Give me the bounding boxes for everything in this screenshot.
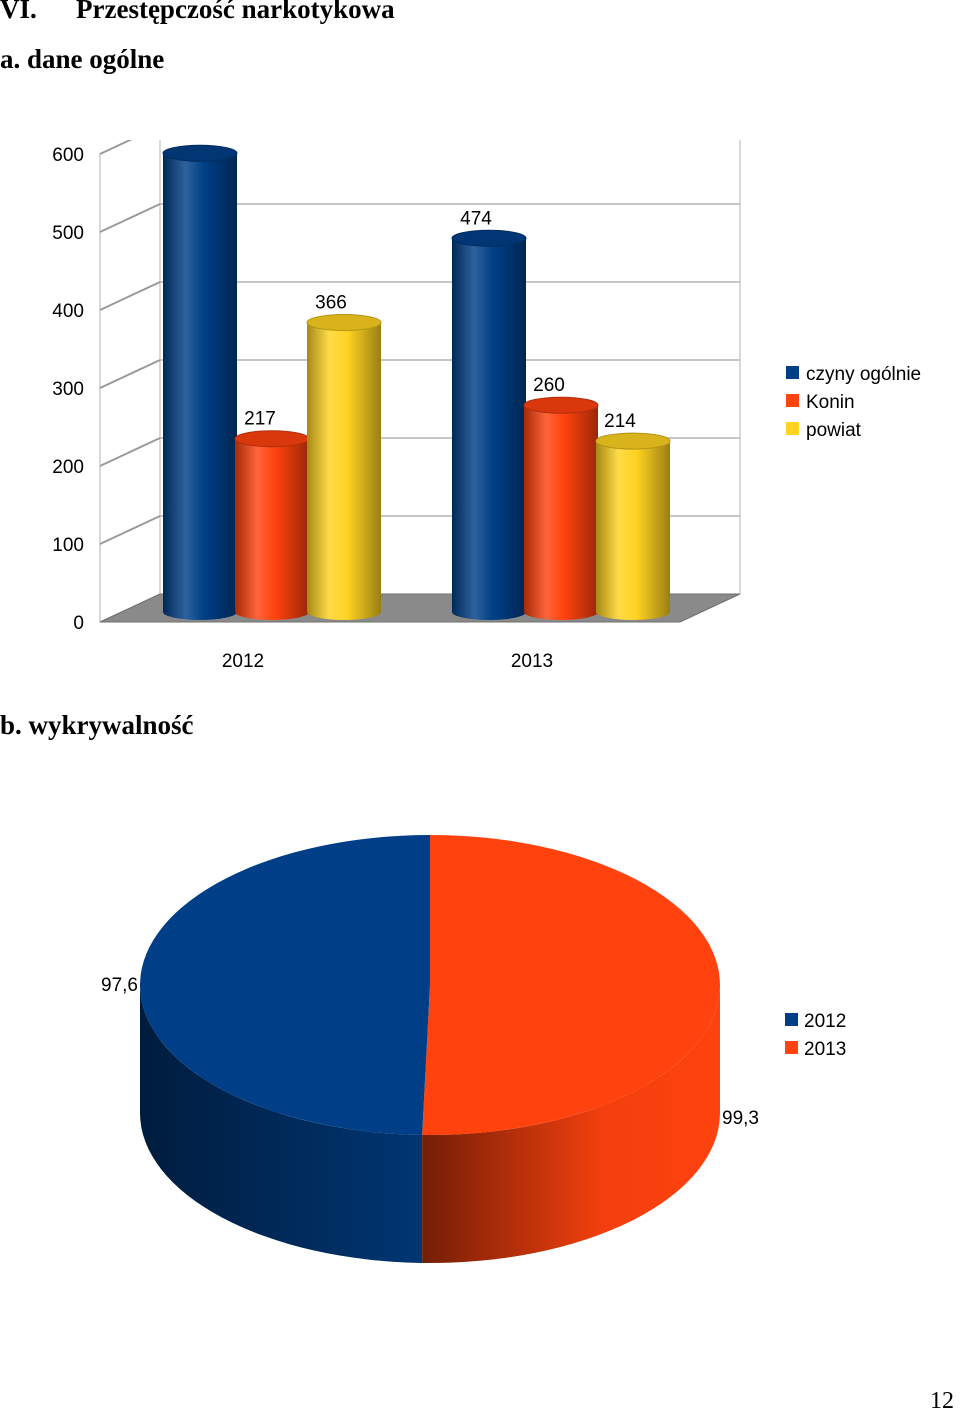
- legend-swatch: [786, 422, 799, 435]
- bar-czyny-ogólnie-2012: [163, 153, 237, 620]
- legend-label: 2012: [804, 1011, 846, 1032]
- bar-chart: 0 100 200 300 400 500 600 583 217 366 2012 474 260 21…: [52, 140, 921, 672]
- gridline-side: [99, 281, 161, 311]
- y-tick-label: 500: [52, 223, 84, 244]
- y-tick-label: 100: [52, 535, 84, 556]
- legend-label: Konin: [806, 392, 855, 413]
- pie-label-2012: 97,6: [101, 975, 138, 996]
- bar-value-label: 214: [604, 411, 636, 432]
- gridline-side: [99, 515, 161, 545]
- legend-swatch: [785, 1013, 798, 1026]
- legend-label: powiat: [806, 420, 862, 441]
- pie-chart: 97,6 99,3 2012 2013: [101, 835, 846, 1263]
- pie-side-2013: [422, 985, 720, 1263]
- bar-top: [234, 430, 310, 448]
- legend-label: 2013: [804, 1039, 846, 1060]
- pie-label-2013: 99,3: [722, 1108, 759, 1129]
- subsection-a-title: a. dane ogólne: [0, 44, 165, 74]
- gridline-side: [99, 140, 133, 155]
- y-tick-label: 300: [52, 379, 84, 400]
- bar-top: [595, 432, 671, 450]
- bar-top: [306, 314, 382, 332]
- subsection-b-title: b. wykrywalność: [0, 710, 194, 740]
- y-tick-label: 400: [52, 301, 84, 322]
- gridline-side: [99, 437, 161, 467]
- legend-swatch: [786, 394, 799, 407]
- bar-czyny-ogólnie-2013: [452, 238, 526, 620]
- section-number: VI.: [0, 0, 37, 24]
- bar-powiat-2013: [596, 441, 670, 620]
- bar-Konin-2012: [235, 438, 309, 620]
- section-title: Przestępczość narkotykowa: [76, 0, 395, 24]
- bar-value-label: 366: [315, 293, 347, 314]
- pie-slice-2013: [422, 835, 720, 1135]
- y-tick-label: 200: [52, 457, 84, 478]
- bar-value-label: 217: [244, 409, 276, 430]
- legend-label: czyny ogólnie: [806, 364, 921, 385]
- legend-swatch: [785, 1041, 798, 1054]
- y-tick-label: 0: [73, 613, 84, 634]
- bar-Konin-2013: [524, 405, 598, 620]
- gridline-side: [99, 359, 161, 389]
- x-category-label: 2012: [222, 651, 264, 672]
- pie-side-2012: [140, 985, 423, 1263]
- bar-top: [523, 396, 599, 414]
- page-number: 12: [930, 1388, 954, 1414]
- bar-value-label: 260: [533, 375, 565, 396]
- pie-slice-2012: [139, 835, 431, 1135]
- legend-swatch: [786, 366, 799, 379]
- y-tick-label: 600: [52, 145, 84, 166]
- bar-top: [162, 144, 238, 162]
- bar-powiat-2012: [307, 322, 381, 620]
- bar-value-label: 474: [460, 208, 492, 229]
- bar-top: [451, 229, 527, 247]
- x-category-label: 2013: [511, 651, 553, 672]
- gridline-side: [99, 203, 161, 233]
- chart-side-wall: [99, 140, 161, 623]
- bar-value-label: 583: [171, 140, 203, 144]
